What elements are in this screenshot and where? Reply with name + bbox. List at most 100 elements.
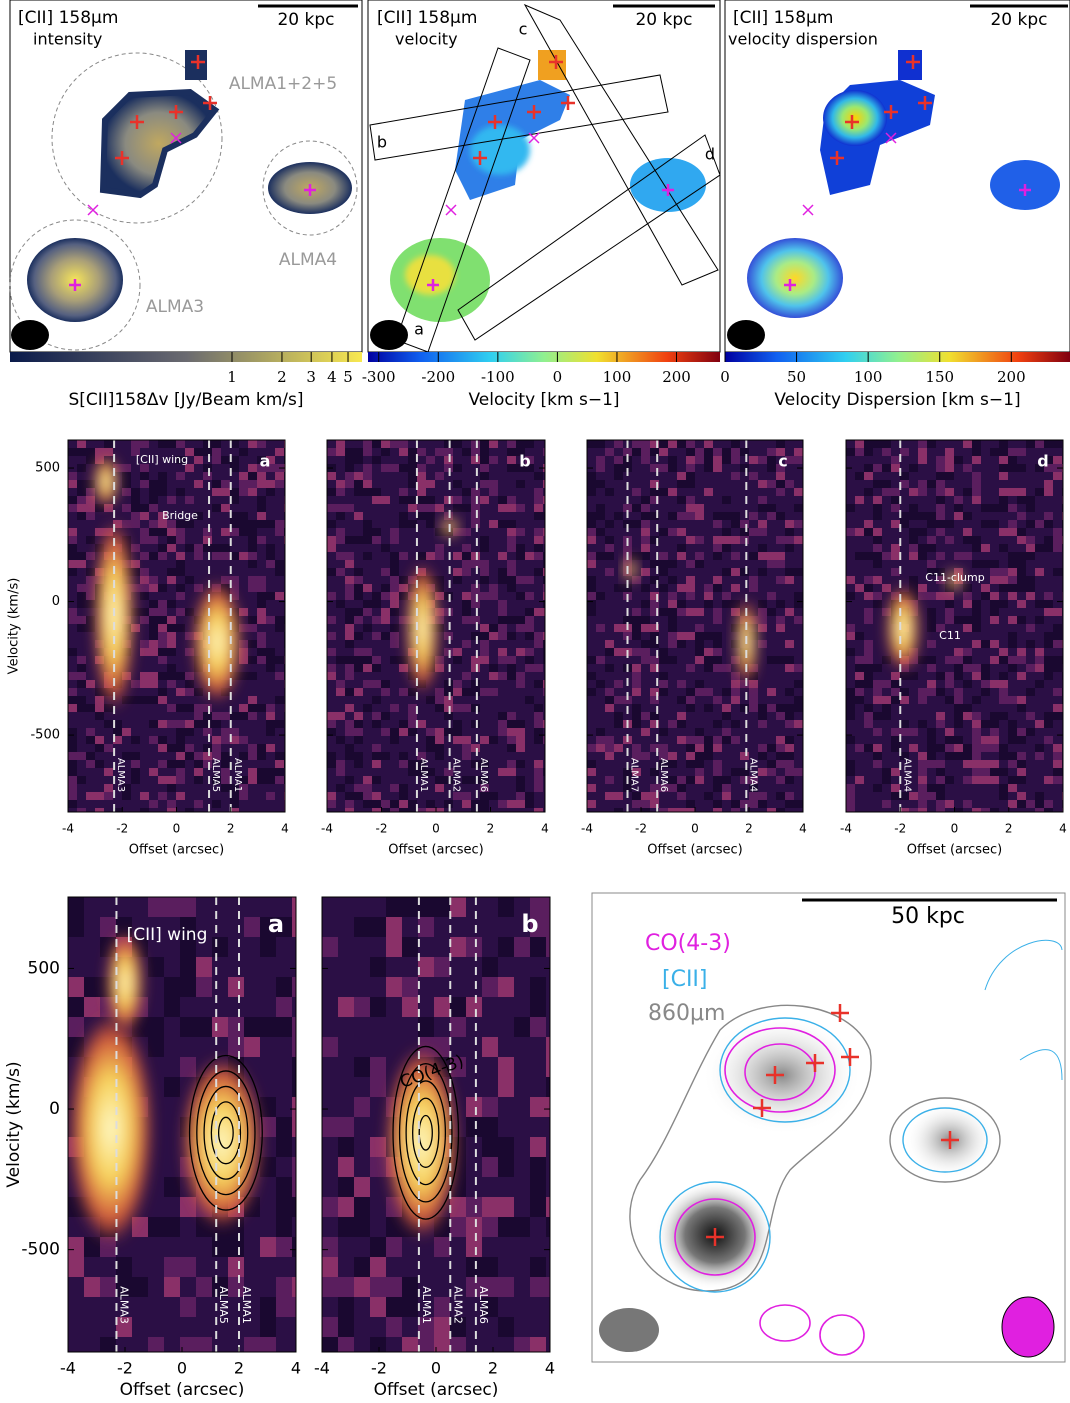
noise	[480, 640, 489, 648]
noise	[1044, 808, 1053, 812]
noise	[266, 552, 275, 560]
noise	[68, 648, 77, 656]
noise	[276, 1237, 292, 1257]
noise	[417, 552, 426, 560]
noise	[435, 504, 444, 512]
noise	[891, 552, 900, 560]
noise	[462, 776, 471, 784]
noise	[954, 704, 963, 712]
noise	[212, 1017, 228, 1037]
noise	[95, 448, 104, 456]
co-contour	[188, 1054, 263, 1211]
noise	[632, 648, 641, 656]
noise	[257, 704, 266, 712]
noise	[140, 792, 149, 800]
noise	[1017, 584, 1026, 592]
noise	[677, 720, 686, 728]
noise	[846, 576, 855, 584]
noise	[1026, 800, 1035, 808]
noise	[514, 1217, 530, 1237]
co-contour	[203, 1085, 249, 1180]
contour	[889, 1097, 1001, 1183]
noise	[158, 552, 167, 560]
noise	[507, 568, 516, 576]
noise	[668, 656, 677, 664]
slit-label: b	[377, 133, 387, 152]
noise	[514, 1337, 530, 1352]
noise	[194, 688, 203, 696]
noise	[203, 464, 212, 472]
x-tick-label: 0	[431, 1359, 441, 1378]
noise	[354, 480, 363, 488]
noise	[471, 760, 480, 768]
noise	[248, 440, 257, 448]
noise	[212, 937, 228, 957]
noise	[167, 760, 176, 768]
noise	[336, 768, 345, 776]
noise	[354, 997, 370, 1017]
noise	[1008, 528, 1017, 536]
noise	[450, 1337, 466, 1352]
noise	[471, 664, 480, 672]
x-tick-label: 2	[487, 822, 495, 836]
noise	[77, 488, 86, 496]
noise	[713, 520, 722, 528]
annotation: C11	[939, 629, 961, 642]
noise	[390, 656, 399, 664]
noise	[77, 552, 86, 560]
noise	[650, 480, 659, 488]
noise	[900, 728, 909, 736]
noise	[327, 792, 336, 800]
noise	[336, 528, 345, 536]
noise	[221, 480, 230, 488]
noise	[77, 600, 86, 608]
noise	[659, 656, 668, 664]
noise	[176, 456, 185, 464]
noise	[605, 704, 614, 712]
noise	[95, 792, 104, 800]
co-contour	[392, 1045, 460, 1220]
noise	[1044, 512, 1053, 520]
emission	[406, 563, 439, 694]
noise	[417, 760, 426, 768]
noise	[650, 560, 659, 568]
noise	[228, 1017, 244, 1037]
noise	[758, 768, 767, 776]
noise	[149, 736, 158, 744]
noise	[641, 448, 650, 456]
noise	[482, 1297, 498, 1317]
noise	[372, 600, 381, 608]
noise	[632, 720, 641, 728]
noise	[1008, 720, 1017, 728]
noise	[990, 592, 999, 600]
x-tick-label: -4	[314, 1359, 330, 1378]
noise	[999, 680, 1008, 688]
noise	[704, 464, 713, 472]
noise	[632, 768, 641, 776]
noise	[516, 728, 525, 736]
noise	[632, 632, 641, 640]
noise	[149, 536, 158, 544]
noise	[846, 768, 855, 776]
noise	[435, 656, 444, 664]
slit	[369, 74, 669, 161]
noise	[345, 616, 354, 624]
source-marker	[488, 115, 502, 129]
noise	[248, 536, 257, 544]
noise	[248, 480, 257, 488]
noise	[873, 544, 882, 552]
noise	[471, 440, 480, 448]
noise	[891, 464, 900, 472]
noise	[677, 552, 686, 560]
noise	[471, 560, 480, 568]
noise	[194, 544, 203, 552]
noise	[722, 688, 731, 696]
slit	[523, 3, 719, 286]
noise	[668, 528, 677, 536]
noise	[677, 472, 686, 480]
noise	[68, 704, 77, 712]
noise	[972, 720, 981, 728]
noise	[1044, 640, 1053, 648]
noise	[963, 488, 972, 496]
noise	[1026, 728, 1035, 736]
